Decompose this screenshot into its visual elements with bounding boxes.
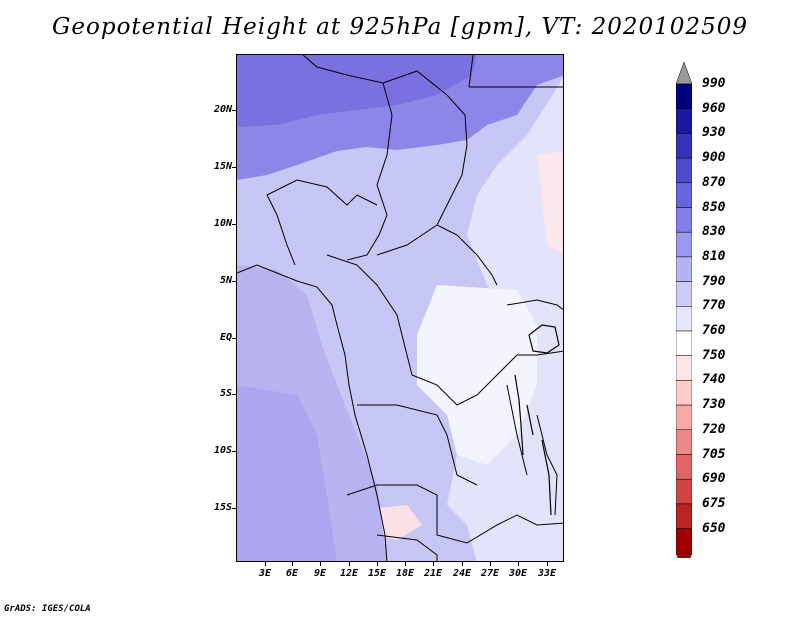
colorbar-box	[676, 182, 692, 208]
colorbar-label: 650	[702, 520, 726, 536]
colorbar-label: 730	[702, 397, 726, 413]
colorbar-label: 770	[702, 298, 726, 314]
lon-tick	[462, 562, 463, 566]
colorbar-box	[676, 281, 692, 307]
colorbar-label: 705	[702, 446, 726, 462]
colorbar-box	[676, 404, 692, 431]
lon-label-6e: 6E	[285, 568, 299, 579]
colorbar-box	[676, 207, 692, 233]
lon-tick	[349, 562, 350, 566]
colorbar-label: 850	[702, 199, 726, 215]
lon-label-18e: 18E	[395, 568, 415, 579]
lat-tick	[232, 338, 236, 339]
colorbar-label: 690	[702, 471, 726, 487]
colorbar-box	[676, 306, 692, 332]
colorbar-box	[676, 454, 692, 480]
lat-label-5s: 5S	[219, 388, 232, 399]
lon-label-3e: 3E	[258, 568, 272, 579]
colorbar-box	[676, 478, 692, 505]
lat-tick	[232, 394, 236, 395]
lat-label-10s: 10S	[213, 445, 232, 456]
colorbar-box	[676, 355, 692, 381]
colorbar-label: 900	[702, 150, 726, 166]
pink-patch-east	[537, 150, 563, 254]
lon-label-33e: 33E	[537, 568, 557, 579]
colorbar-box	[676, 503, 692, 529]
lat-label-15n: 15N	[213, 161, 232, 172]
lon-label-30e: 30E	[508, 568, 528, 579]
lat-tick	[232, 167, 236, 168]
lon-tick	[547, 562, 548, 566]
lon-tick	[292, 562, 293, 566]
lon-label-9e: 9E	[313, 568, 327, 579]
lat-tick	[232, 110, 236, 111]
colorbar-box	[676, 380, 692, 406]
lat-label-5n: 5N	[219, 275, 232, 286]
map-plot-area	[236, 54, 564, 562]
colorbar-top-arrow	[676, 62, 692, 85]
colorbar-box	[676, 157, 692, 184]
colorbar-box	[676, 108, 692, 134]
colorbar-label: 830	[702, 224, 726, 240]
country-borders	[237, 55, 563, 561]
lat-label-10n: 10N	[213, 218, 232, 229]
colorbar-bottom-arrow	[676, 553, 692, 558]
colorbar-label: 790	[702, 273, 726, 289]
colorbar-label: 675	[702, 495, 726, 511]
colorbar-label: 720	[702, 421, 726, 437]
colorbar-box	[676, 330, 692, 356]
lat-label-15s: 15S	[213, 502, 232, 513]
highest-gph-zone	[237, 55, 477, 127]
lat-label-20n: 20N	[213, 104, 232, 115]
lon-label-21e: 21E	[423, 568, 443, 579]
colorbar	[676, 62, 692, 558]
atlantic-high-zone	[237, 385, 337, 561]
colorbar-box	[676, 429, 692, 455]
colorbar-label: 740	[702, 372, 726, 388]
colorbar-label: 760	[702, 323, 726, 338]
colorbar-label: 810	[702, 248, 726, 264]
colorbar-label: 990	[702, 76, 726, 91]
colorbar-box	[676, 256, 692, 282]
colorbar-label: 750	[702, 347, 726, 363]
lon-tick	[265, 562, 266, 566]
lon-label-27e: 27E	[480, 568, 500, 579]
lon-tick	[490, 562, 491, 566]
colorbar-box	[676, 133, 692, 159]
lat-label-eq: EQ	[219, 332, 232, 343]
lon-label-12e: 12E	[339, 568, 359, 579]
colorbar-box	[676, 528, 692, 554]
colorbar-box	[676, 83, 692, 109]
lowest-gph-zone-center	[417, 285, 537, 465]
lat-tick	[232, 508, 236, 509]
colorbar-box	[676, 231, 692, 258]
lakes	[514, 324, 560, 516]
lon-tick	[377, 562, 378, 566]
lon-label-15e: 15E	[367, 568, 387, 579]
grads-credit: GrADS: IGES/COLA	[4, 604, 91, 614]
map-title: Geopotential Height at 925hPa [gpm], VT:…	[52, 14, 748, 40]
lat-tick	[232, 224, 236, 225]
geopotential-map	[237, 55, 563, 561]
lon-tick	[433, 562, 434, 566]
colorbar-label: 930	[702, 125, 726, 141]
lat-tick	[232, 281, 236, 282]
colorbar-label: 870	[702, 174, 726, 190]
lon-tick	[405, 562, 406, 566]
colorbar-label: 960	[702, 100, 726, 116]
lon-label-24e: 24E	[452, 568, 472, 579]
lat-tick	[232, 451, 236, 452]
lon-tick	[518, 562, 519, 566]
lon-tick	[320, 562, 321, 566]
